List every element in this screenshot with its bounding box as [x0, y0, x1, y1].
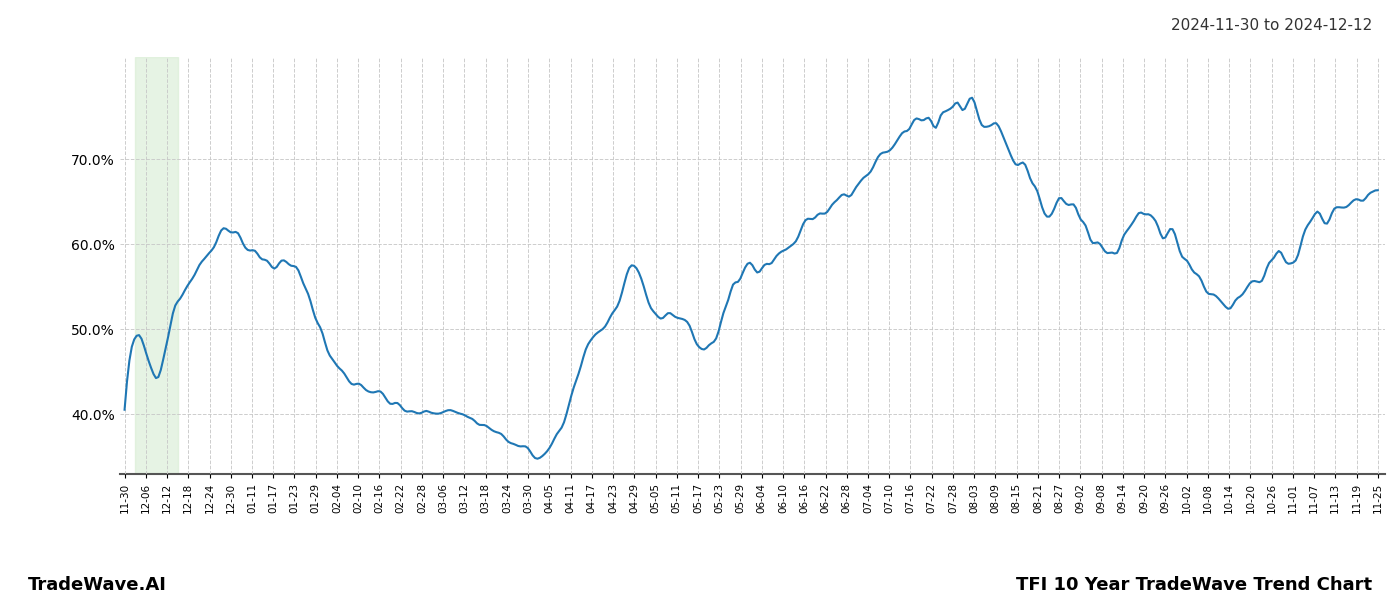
Text: 2024-11-30 to 2024-12-12: 2024-11-30 to 2024-12-12 [1170, 18, 1372, 33]
Bar [136, 57, 178, 474]
Text: TFI 10 Year TradeWave Trend Chart: TFI 10 Year TradeWave Trend Chart [1016, 576, 1372, 594]
Text: TradeWave.AI: TradeWave.AI [28, 576, 167, 594]
